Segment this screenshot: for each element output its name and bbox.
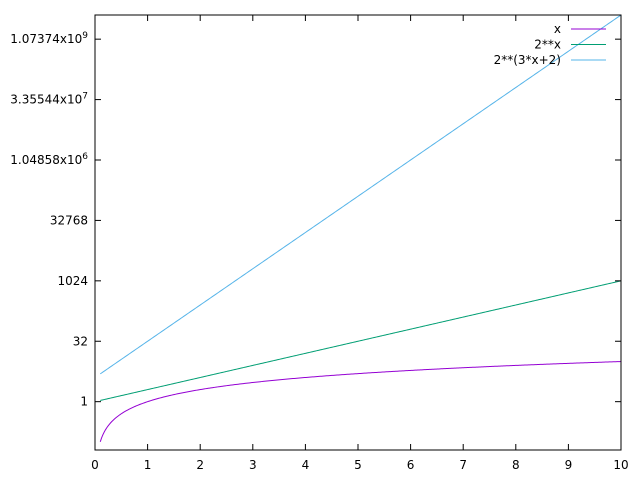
y-tick-label: 1 <box>80 395 88 409</box>
y-tick-label: 1.04858x106 <box>10 152 88 167</box>
y-tick-label: 1024 <box>57 274 88 288</box>
y-tick-mantissa: 1024 <box>57 274 88 288</box>
y-tick-exponent: 6 <box>82 152 88 162</box>
y-tick-label: 32768 <box>50 213 88 227</box>
series-line-2 <box>99 15 621 375</box>
x-tick-label: 8 <box>512 458 520 472</box>
x-tick-label: 3 <box>249 458 257 472</box>
axes-layer: 0 1 2 3 4 5 6 7 8 9 101321024327681.04858x1063.355… <box>10 14 629 472</box>
y-tick-label: 3.35544x107 <box>10 92 88 107</box>
plot-border <box>94 14 622 451</box>
series-line-1 <box>100 280 621 401</box>
y-tick-label: 1.07374x109 <box>10 31 88 46</box>
y-tick-label: 32 <box>73 334 88 348</box>
x-tick-label: 10 <box>613 458 628 472</box>
x-tick-label: 5 <box>354 458 362 472</box>
y-tick-exponent: 7 <box>82 92 88 102</box>
y-tick-exponent: 9 <box>82 31 88 41</box>
legend-label-2: 2**(3*x+2) <box>494 53 561 67</box>
series-layer <box>99 15 621 442</box>
x-tick-label: 9 <box>565 458 573 472</box>
series-line-0 <box>99 361 621 442</box>
y-tick-mantissa: 32768 <box>50 213 88 227</box>
x-tick-label: 2 <box>196 458 204 472</box>
y-tick-mantissa: 32 <box>73 334 88 348</box>
y-tick-mantissa: 3.35544x10 <box>10 93 82 107</box>
x-tick-label: 4 <box>302 458 310 472</box>
x-tick-label: 0 <box>91 458 99 472</box>
x-tick-label: 1 <box>144 458 152 472</box>
y-tick-mantissa: 1 <box>80 395 88 409</box>
x-tick-label: 6 <box>407 458 415 472</box>
legend-label-1: 2**x <box>534 38 561 52</box>
x-tick-label: 7 <box>459 458 467 472</box>
y-tick-mantissa: 1.04858x10 <box>10 153 82 167</box>
y-tick-mantissa: 1.07374x10 <box>10 32 82 46</box>
legend-label-0: x <box>554 22 561 36</box>
legend: x 2**x2**(3*x+2) <box>494 22 606 67</box>
